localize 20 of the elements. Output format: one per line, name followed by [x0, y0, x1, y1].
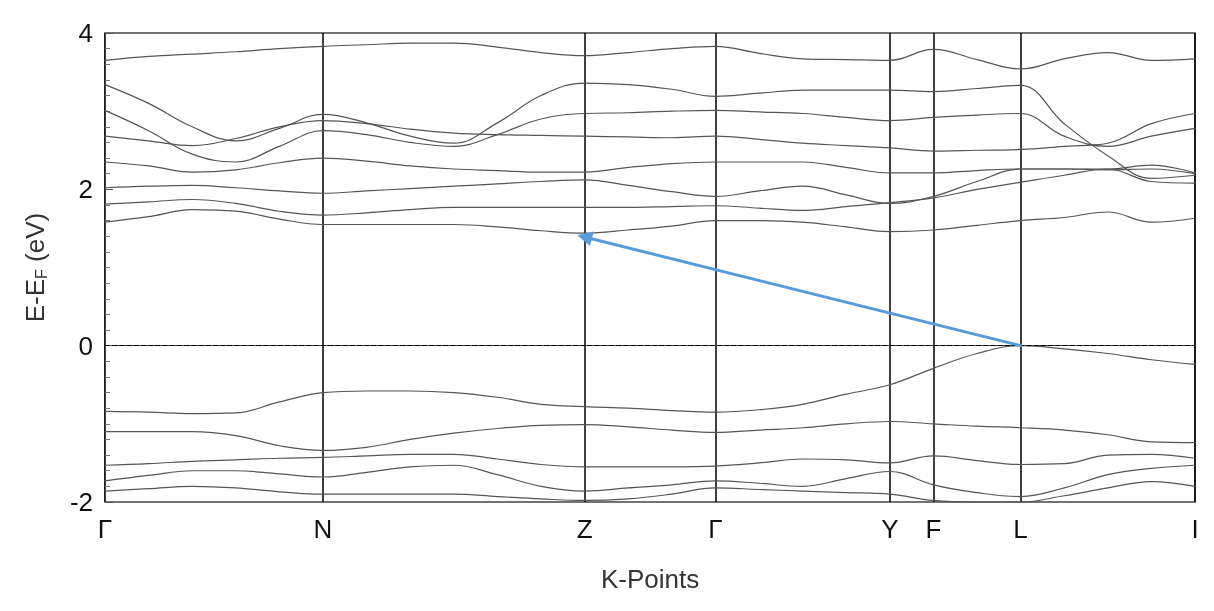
- x-tick-label: Γ: [708, 514, 723, 544]
- x-axis-title: K-Points: [600, 564, 700, 594]
- line-series: [104, 453, 1196, 468]
- line-series: [104, 464, 1196, 498]
- y-tick-label: 0: [78, 330, 93, 361]
- y-tick-label: 2: [78, 174, 93, 205]
- y-tick-label: 4: [78, 18, 93, 48]
- x-tick-label: N: [313, 514, 333, 544]
- x-tick-label: Y: [881, 514, 899, 544]
- line-series: [104, 420, 1196, 452]
- x-tick-label: L: [1013, 514, 1028, 544]
- line-series: [104, 481, 1196, 503]
- x-tick-label: Z: [576, 514, 593, 544]
- line-series: [104, 42, 1196, 70]
- y-axis-title: E-EF (eV): [20, 212, 50, 323]
- y-tick-label: -2: [69, 487, 93, 517]
- x-tick-label: I: [1191, 514, 1199, 544]
- x-tick-label: F: [925, 514, 942, 544]
- x-tick-label: Γ: [97, 514, 113, 544]
- line-series: [104, 345, 1196, 415]
